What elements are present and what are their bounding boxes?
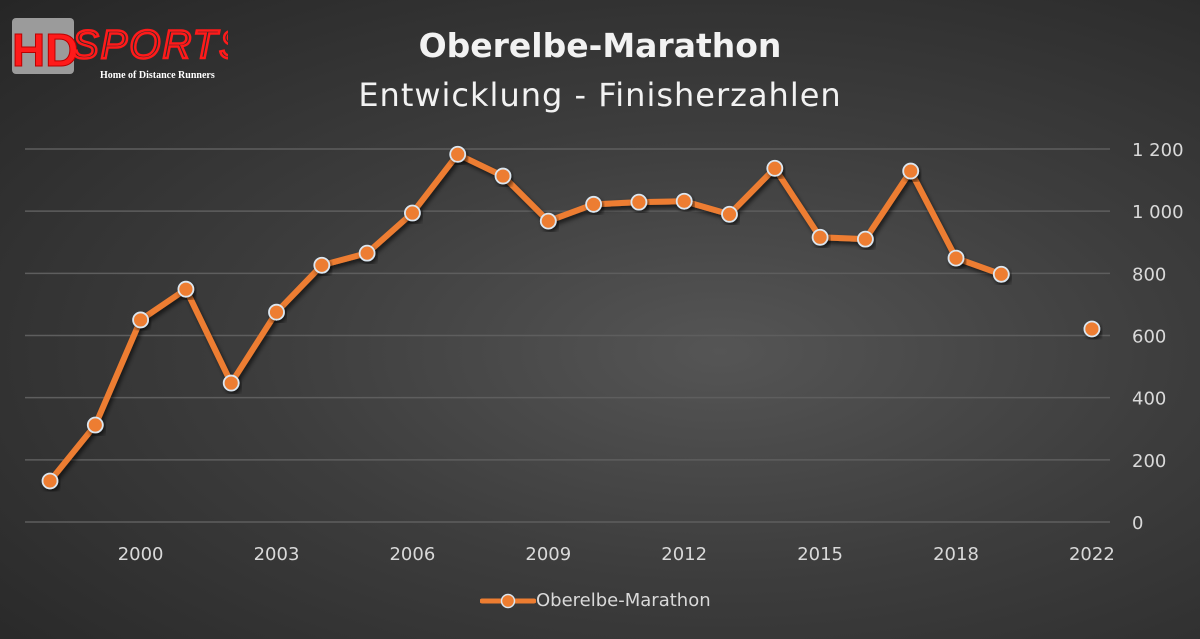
y-tick-label: 200 — [1132, 451, 1166, 472]
data-point — [947, 249, 965, 267]
chart-title: Oberelbe-Marathon — [418, 26, 782, 65]
data-point — [585, 195, 602, 213]
svg-text:HD: HD — [12, 24, 78, 76]
data-point — [766, 159, 784, 177]
data-point — [630, 193, 648, 211]
x-tick-label: 2022 — [1069, 544, 1115, 565]
svg-text:SPORTS: SPORTS — [72, 23, 228, 67]
y-tick-label: 1 200 — [1132, 140, 1184, 161]
x-tick-label: 2018 — [933, 544, 979, 565]
hdsports-logo: HD SPORTS Home of Distance Runners — [12, 18, 228, 81]
legend: Oberelbe-Marathon — [480, 590, 711, 611]
legend-marker-icon — [480, 593, 536, 608]
data-point — [358, 244, 376, 262]
x-tick-label: 2009 — [525, 544, 571, 565]
data-point — [539, 212, 557, 230]
data-point — [449, 145, 467, 163]
data-point — [857, 230, 874, 248]
y-tick-label: 600 — [1132, 327, 1166, 348]
x-tick-label: 2015 — [797, 544, 843, 565]
data-point — [177, 280, 195, 298]
data-point — [268, 303, 285, 321]
data-point — [313, 256, 331, 274]
series-line — [47, 151, 1003, 483]
data-point — [992, 265, 1010, 283]
x-tick-label: 2003 — [254, 544, 300, 565]
data-point — [902, 162, 920, 180]
y-tick-label: 0 — [1132, 513, 1143, 534]
data-point — [675, 192, 693, 210]
data-point — [403, 204, 421, 222]
data-point — [222, 374, 240, 392]
svg-text:Home of Distance Runners: Home of Distance Runners — [100, 70, 215, 81]
data-point — [811, 228, 829, 246]
data-point — [41, 472, 59, 490]
data-point — [86, 416, 104, 434]
x-tick-label: 2006 — [389, 544, 435, 565]
legend-label: Oberelbe-Marathon — [536, 590, 711, 611]
y-tick-label: 1 000 — [1132, 202, 1184, 223]
data-point — [132, 311, 150, 329]
data-point — [1083, 320, 1101, 338]
data-point — [494, 167, 512, 185]
x-tick-label: 2012 — [661, 544, 707, 565]
y-tick-label: 400 — [1132, 389, 1166, 410]
y-tick-label: 800 — [1132, 264, 1166, 285]
data-point — [721, 205, 738, 223]
chart-subtitle: Entwicklung - Finisherzahlen — [358, 76, 842, 114]
x-tick-label: 2000 — [118, 544, 164, 565]
